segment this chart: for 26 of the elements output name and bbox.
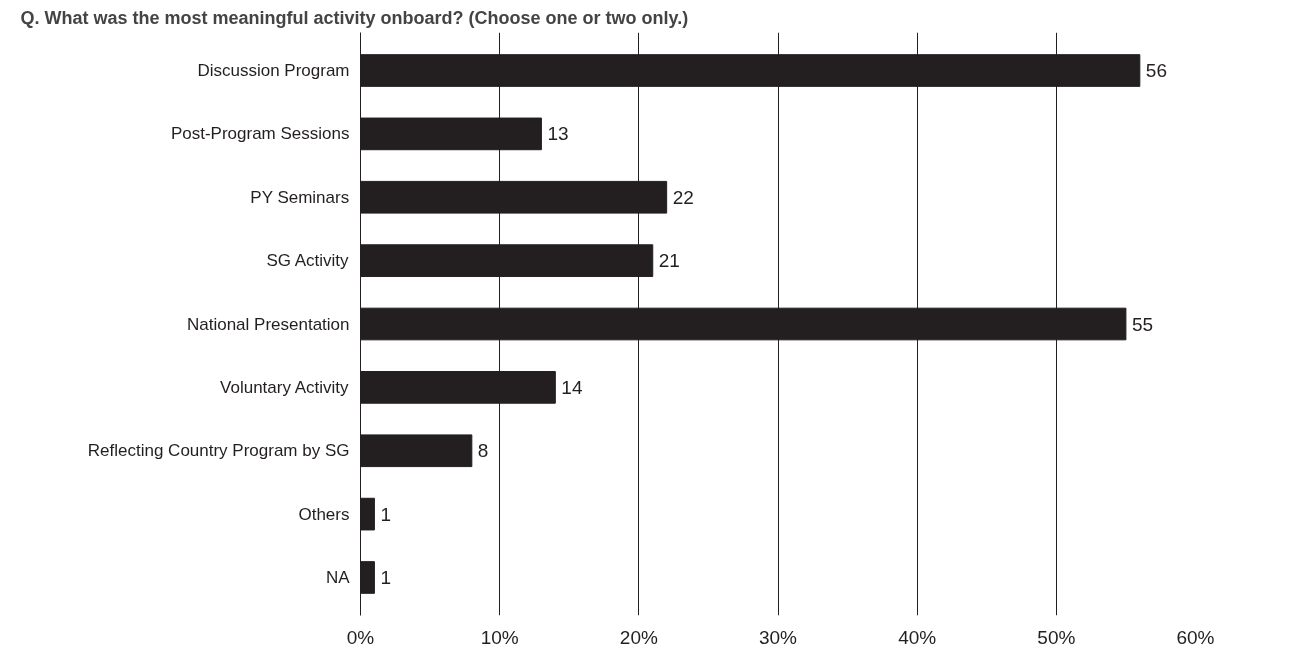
data-label: 21	[658, 250, 680, 272]
x-tick-label: 0%	[346, 626, 375, 648]
data-label: 55	[1131, 313, 1154, 335]
data-label: 1	[380, 503, 391, 525]
data-label: 14	[561, 376, 583, 398]
x-tick-label: 60%	[1176, 626, 1215, 648]
x-tick-label: 30%	[758, 626, 798, 648]
data-label: 1	[380, 566, 391, 588]
y-tick-label: Reflecting Country Program by SG	[87, 441, 350, 461]
y-tick-label: National Presentation	[186, 314, 350, 334]
data-label: 56	[1145, 60, 1167, 82]
y-tick-label: Voluntary Activity	[220, 377, 350, 397]
x-tick-label: 20%	[619, 626, 658, 648]
y-tick-label: SG Activity	[266, 251, 350, 271]
chart-title: Q. What was the most meaningful activity onboard? (Choose one or two only.)	[20, 7, 689, 28]
y-tick-label: Others	[298, 504, 350, 524]
y-tick-label: Discussion Program	[197, 61, 350, 81]
x-tick-label: 40%	[898, 626, 937, 648]
y-tick-label: NA	[325, 567, 351, 587]
y-tick-label: Post-Program Sessions	[170, 124, 350, 144]
y-tick-label: PY Seminars	[250, 187, 350, 207]
x-tick-label: 10%	[480, 626, 519, 648]
data-label: 22	[672, 186, 694, 208]
x-tick-label: 50%	[1037, 626, 1076, 648]
data-label: 13	[547, 123, 569, 145]
data-label: 8	[477, 440, 489, 462]
